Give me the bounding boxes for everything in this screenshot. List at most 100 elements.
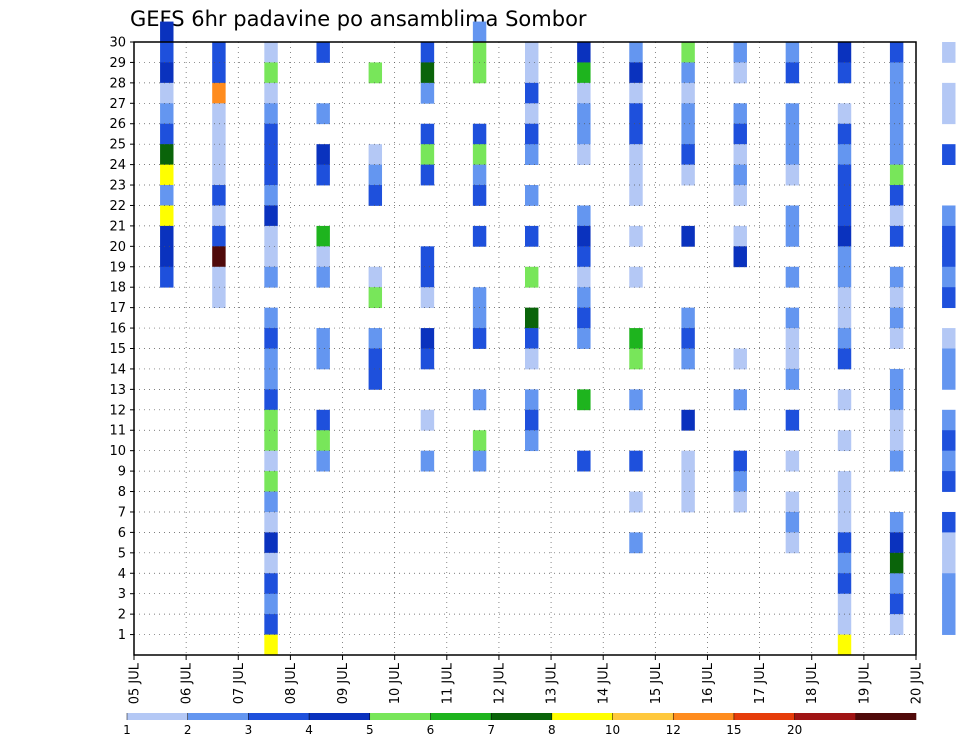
precip-cell xyxy=(525,409,539,431)
precip-cell xyxy=(420,123,435,145)
precip-cell xyxy=(889,552,904,574)
precip-cell xyxy=(681,450,695,472)
precip-cell xyxy=(837,511,852,533)
precip-cell xyxy=(525,185,539,206)
precip-cell xyxy=(629,532,643,554)
precip-cell xyxy=(264,62,278,84)
x-tick-label: 06 JUL xyxy=(180,662,195,704)
precip-cell xyxy=(837,573,852,595)
precip-cell xyxy=(264,430,278,452)
precip-cell xyxy=(681,225,695,247)
precip-cell xyxy=(889,511,904,533)
colorbar-label: 8 xyxy=(548,723,556,737)
precip-cell xyxy=(160,123,174,145)
precip-cell xyxy=(785,328,800,349)
precip-cell xyxy=(837,144,852,165)
precip-cell xyxy=(942,573,956,595)
precip-cell xyxy=(420,42,435,63)
precip-cell xyxy=(785,164,800,186)
x-tick-label: 15 JUL xyxy=(649,662,664,704)
colorbar-swatch xyxy=(369,713,431,720)
precip-cell xyxy=(577,389,591,411)
precip-cell xyxy=(368,164,383,186)
precip-cell xyxy=(837,328,852,349)
precip-cell xyxy=(420,266,435,288)
precip-cell xyxy=(420,144,435,165)
precip-cell xyxy=(525,82,539,104)
cells-layer xyxy=(160,21,956,656)
precip-cell xyxy=(733,103,747,125)
precip-cell xyxy=(837,164,852,186)
precip-cell xyxy=(942,103,956,125)
precip-cell xyxy=(472,450,487,472)
precip-cell xyxy=(889,389,904,411)
precip-cell xyxy=(368,62,383,84)
precip-cell xyxy=(629,328,643,349)
precip-cell xyxy=(785,42,800,63)
precip-cell xyxy=(837,634,852,656)
precip-cell xyxy=(942,266,956,288)
precip-cell xyxy=(525,42,539,63)
x-tick-label: 14 JUL xyxy=(597,662,612,704)
precip-cell xyxy=(160,82,174,104)
precip-cell xyxy=(837,246,852,268)
precip-cell xyxy=(889,42,904,63)
chart-title: GEFS 6hr padavine po ansamblima Sombor xyxy=(130,7,587,31)
precip-cell xyxy=(681,62,695,84)
precip-cell xyxy=(889,225,904,247)
colorbar-swatch xyxy=(491,713,553,720)
precip-cell xyxy=(472,42,487,63)
precip-cell xyxy=(629,62,643,84)
precip-cell xyxy=(629,123,643,145)
precip-cell xyxy=(629,266,643,288)
y-tick-label: 18 xyxy=(109,281,126,296)
precip-cell xyxy=(316,144,330,165)
precip-cell xyxy=(577,144,591,165)
precip-cell xyxy=(420,450,435,472)
precip-cell xyxy=(212,205,226,227)
y-tick-label: 8 xyxy=(118,485,126,500)
precip-cell xyxy=(837,307,852,329)
x-tick-label: 17 JUL xyxy=(753,662,768,704)
precip-cell xyxy=(889,103,904,125)
precip-cell xyxy=(472,328,487,349)
precip-cell xyxy=(889,450,904,472)
precip-cell xyxy=(681,409,695,431)
precip-cell xyxy=(577,62,591,84)
precip-cell xyxy=(577,328,591,349)
precip-cell xyxy=(577,287,591,309)
precip-cell xyxy=(942,450,956,472)
precip-cell xyxy=(160,103,174,125)
precip-cell xyxy=(420,164,435,186)
precip-cell xyxy=(629,491,643,513)
y-tick-label: 9 xyxy=(118,465,126,480)
precip-cell xyxy=(316,42,330,63)
y-axis: 1234567891011121314151617181920212223242… xyxy=(109,36,134,643)
precip-cell xyxy=(368,144,383,165)
y-tick-label: 20 xyxy=(109,240,126,255)
y-tick-label: 30 xyxy=(109,36,126,51)
precip-cell xyxy=(420,287,435,309)
precip-cell xyxy=(264,491,278,513)
precip-cell xyxy=(525,307,539,329)
precip-cell xyxy=(264,593,278,615)
precip-cell xyxy=(577,82,591,104)
precip-cell xyxy=(733,348,747,370)
colorbar-label: 1 xyxy=(123,723,131,737)
colorbar-label: 10 xyxy=(605,723,620,737)
precip-cell xyxy=(942,246,956,268)
precip-cell xyxy=(629,103,643,125)
precip-cell xyxy=(472,62,487,84)
precip-cell xyxy=(681,103,695,125)
precip-cell xyxy=(264,307,278,329)
precip-cell xyxy=(472,185,487,206)
precip-cell xyxy=(264,634,278,656)
precip-cell xyxy=(837,389,852,411)
precip-cell xyxy=(889,368,904,390)
precip-cell xyxy=(160,144,174,165)
precip-cell xyxy=(316,246,330,268)
precip-cell xyxy=(368,328,383,349)
precip-cell xyxy=(472,123,487,145)
precip-cell xyxy=(733,62,747,84)
precip-cell xyxy=(264,123,278,145)
